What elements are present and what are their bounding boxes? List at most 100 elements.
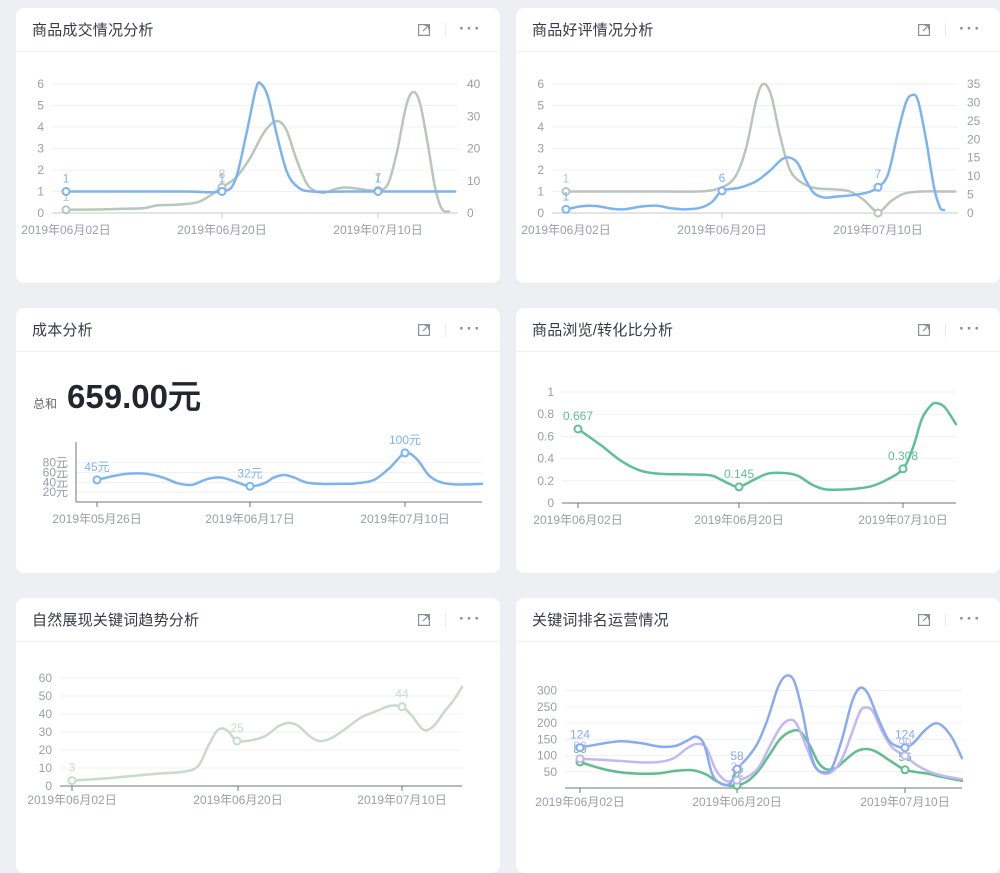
more-button[interactable]: ···	[457, 608, 484, 631]
more-button[interactable]: ···	[457, 18, 484, 41]
svg-text:0: 0	[37, 206, 44, 220]
svg-text:30: 30	[467, 109, 481, 123]
card-header: 自然展现关键词趋势分析 ···	[16, 598, 500, 642]
card-title: 自然展现关键词趋势分析	[32, 612, 200, 629]
svg-text:2019年06月17日: 2019年06月17日	[205, 512, 294, 526]
svg-text:1: 1	[537, 185, 544, 199]
svg-text:7: 7	[875, 167, 882, 181]
expand-button[interactable]	[914, 320, 934, 340]
svg-text:2019年06月02日: 2019年06月02日	[533, 513, 622, 527]
line-chart[interactable]: 0 1 2 3 4 5 6 0 10 20 30 40 2019年06月02日 2019年06月20日 20…	[16, 8, 500, 283]
svg-text:2019年06月02日: 2019年06月02日	[535, 795, 624, 809]
card-header: 商品好评情况分析 ···	[516, 8, 1000, 52]
card-title: 商品成交情况分析	[32, 22, 154, 39]
svg-text:3: 3	[69, 761, 76, 775]
open-in-new-icon	[418, 23, 431, 36]
card-keyword-ranking: 关键词排名运营情况 ··· 50 100 150 200 250 300 2019年06月0…	[516, 598, 1000, 873]
svg-text:10: 10	[967, 169, 981, 183]
card-actions: ···	[914, 318, 984, 341]
svg-text:25: 25	[967, 114, 981, 128]
more-button[interactable]: ···	[457, 318, 484, 341]
svg-text:300: 300	[537, 684, 557, 698]
svg-text:150: 150	[537, 732, 557, 746]
svg-text:20: 20	[39, 743, 53, 757]
svg-text:2019年06月02日: 2019年06月02日	[21, 223, 110, 237]
svg-text:6: 6	[37, 77, 44, 91]
more-button[interactable]: ···	[957, 318, 984, 341]
expand-button[interactable]	[414, 610, 434, 630]
total-stat: 总和 659.00元	[33, 370, 201, 418]
svg-text:100元: 100元	[389, 433, 421, 447]
svg-text:20: 20	[467, 142, 481, 156]
card-cost-analysis: 成本分析 ··· 总和 659.00元 20元 40元 60元 80元 2019年05月…	[16, 308, 500, 573]
svg-text:5: 5	[967, 188, 974, 202]
card-actions: ···	[914, 608, 984, 631]
svg-text:2019年06月20日: 2019年06月20日	[694, 513, 783, 527]
svg-text:0: 0	[467, 206, 474, 220]
svg-text:5: 5	[37, 99, 44, 113]
stat-value: 659.00元	[67, 378, 201, 415]
card-actions: ···	[914, 18, 984, 41]
svg-text:2019年07月10日: 2019年07月10日	[333, 223, 422, 237]
card-header: 成本分析 ···	[16, 308, 500, 352]
svg-text:2019年06月20日: 2019年06月20日	[193, 793, 282, 807]
svg-text:0.2: 0.2	[537, 474, 554, 488]
toolbar-separator	[945, 22, 947, 37]
line-chart[interactable]: 0 0.2 0.4 0.6 0.8 1 2019年06月02日 2019年06月20日 2019…	[516, 308, 1000, 573]
svg-text:40元: 40元	[43, 475, 68, 489]
expand-button[interactable]	[414, 320, 434, 340]
svg-text:2019年05月26日: 2019年05月26日	[52, 512, 141, 526]
svg-text:250: 250	[537, 700, 557, 714]
svg-text:6: 6	[537, 77, 544, 91]
svg-text:2019年07月10日: 2019年07月10日	[860, 795, 949, 809]
card-actions: ···	[414, 608, 484, 631]
dashboard: { "page": {"background": "#edeff2", "car…	[16, 8, 1000, 873]
svg-text:0: 0	[967, 206, 974, 220]
svg-text:2019年06月20日: 2019年06月20日	[677, 223, 766, 237]
expand-button[interactable]	[914, 20, 934, 40]
card-actions: ···	[414, 18, 484, 41]
more-button[interactable]: ···	[957, 608, 984, 631]
toolbar-separator	[445, 322, 447, 337]
svg-text:60: 60	[39, 671, 53, 685]
svg-text:124: 124	[570, 728, 590, 742]
svg-text:2019年06月02日: 2019年06月02日	[521, 223, 610, 237]
svg-text:2019年07月10日: 2019年07月10日	[858, 513, 947, 527]
svg-text:4: 4	[37, 120, 44, 134]
card-title: 关键词排名运营情况	[532, 612, 669, 629]
svg-text:6: 6	[719, 171, 726, 185]
svg-text:30: 30	[39, 725, 53, 739]
svg-text:100: 100	[537, 749, 557, 763]
svg-text:50: 50	[544, 765, 558, 779]
expand-button[interactable]	[914, 610, 934, 630]
card-header: 商品成交情况分析 ···	[16, 8, 500, 52]
svg-text:1: 1	[547, 385, 554, 399]
svg-text:2: 2	[37, 163, 44, 177]
card-title: 商品好评情况分析	[532, 22, 654, 39]
open-in-new-icon	[918, 323, 931, 336]
svg-text:45元: 45元	[84, 460, 109, 474]
card-header: 关键词排名运营情况 ···	[516, 598, 1000, 642]
toolbar-separator	[945, 612, 947, 627]
open-in-new-icon	[918, 613, 931, 626]
open-in-new-icon	[418, 323, 431, 336]
svg-text:0.6: 0.6	[537, 429, 554, 443]
card-title: 商品浏览/转化比分析	[532, 322, 674, 339]
svg-text:25: 25	[230, 721, 244, 735]
svg-text:2019年07月10日: 2019年07月10日	[833, 223, 922, 237]
line-chart[interactable]: 0 1 2 3 4 5 6 0 5 10 15 20 25 30 35 2019年06月02日 2019年06月…	[516, 8, 1000, 283]
svg-text:80元: 80元	[43, 456, 68, 470]
svg-text:1: 1	[563, 172, 570, 186]
svg-text:44: 44	[395, 687, 409, 701]
svg-text:32元: 32元	[237, 466, 262, 480]
card-trade-analysis: 商品成交情况分析 ··· 0 1 2 3 4 5 6 0 10 20 30 40 2019年06月02日…	[16, 8, 500, 283]
expand-button[interactable]	[414, 20, 434, 40]
svg-text:7: 7	[375, 170, 382, 184]
card-title: 成本分析	[32, 322, 93, 339]
more-button[interactable]: ···	[957, 18, 984, 41]
svg-text:20元: 20元	[43, 485, 68, 499]
svg-text:1: 1	[219, 172, 226, 186]
card-actions: ···	[414, 318, 484, 341]
svg-text:2019年07月10日: 2019年07月10日	[357, 793, 446, 807]
